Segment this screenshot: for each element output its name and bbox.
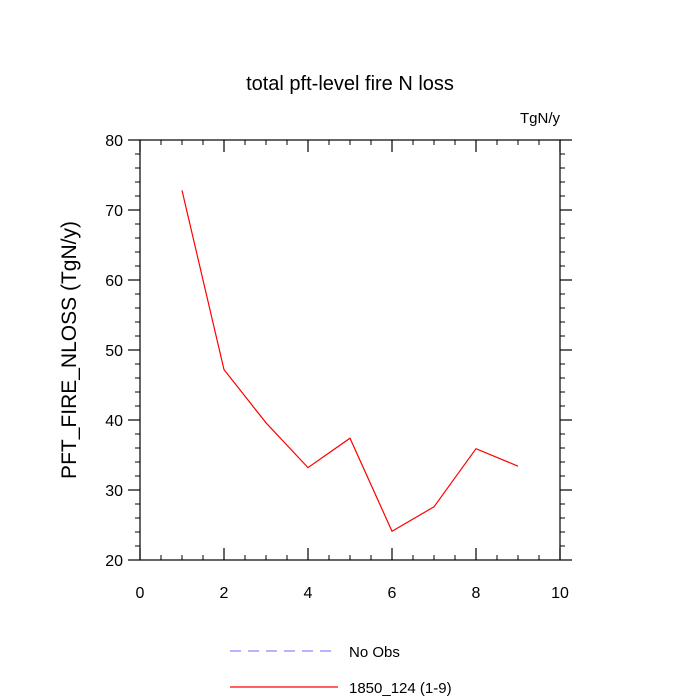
y-tick-label: 60 <box>105 273 123 290</box>
y-tick-label: 70 <box>105 203 123 220</box>
axis-ticks <box>128 139 572 561</box>
y-tick-label: 50 <box>105 343 123 360</box>
legend-label: 1850_124 (1-9) <box>349 680 452 697</box>
x-tick-label: 0 <box>136 585 145 602</box>
x-tick-label: 2 <box>220 585 229 602</box>
x-tick-label: 8 <box>472 585 481 602</box>
x-tick-label: 4 <box>304 585 313 602</box>
axis-tick-labels: 0 2 4 6 8 10 20 30 40 50 60 70 80 <box>105 133 569 602</box>
series-line <box>181 190 519 533</box>
legend-label: No Obs <box>349 644 400 661</box>
x-tick-label: 10 <box>551 585 569 602</box>
y-tick-label: 40 <box>105 413 123 430</box>
series-group <box>181 190 519 533</box>
y-tick-label: 80 <box>105 133 123 150</box>
y-tick-label: 20 <box>105 553 123 570</box>
units-label: TgN/y <box>520 110 561 127</box>
y-axis-label: PFT_FIRE_NLOSS (TgN/y) <box>58 221 81 479</box>
x-tick-label: 6 <box>388 585 397 602</box>
y-tick-label: 30 <box>105 483 123 500</box>
chart-title: total pft-level fire N loss <box>246 73 454 95</box>
plot-frame <box>139 139 561 561</box>
legend: No Obs 1850_124 (1-9) <box>230 644 452 697</box>
